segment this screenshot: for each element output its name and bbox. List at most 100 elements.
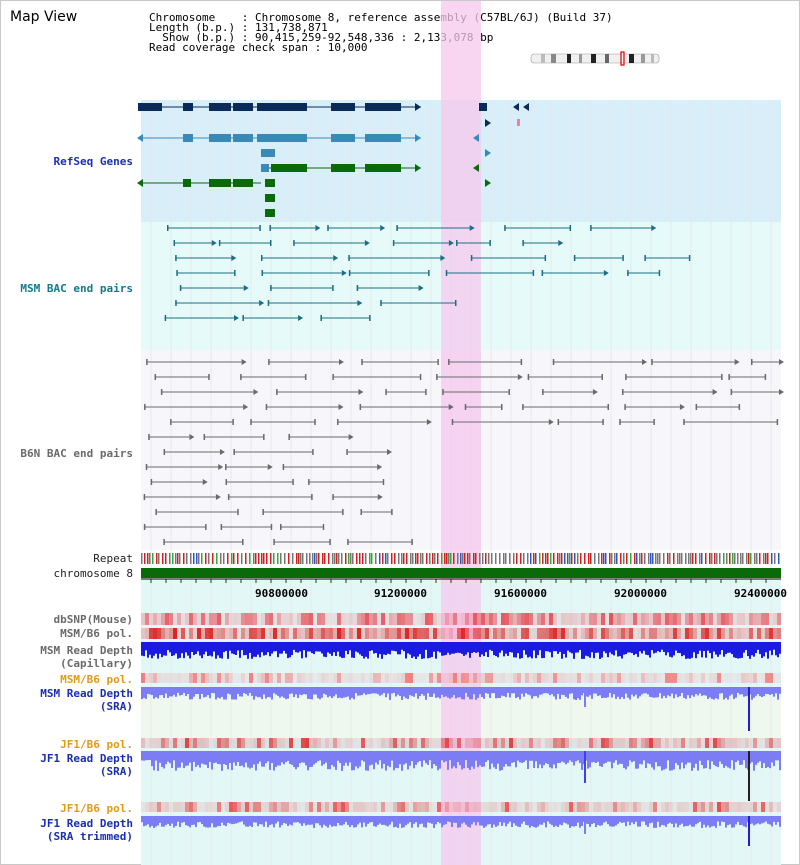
depth-bar <box>659 687 661 694</box>
heat-mark <box>409 613 413 625</box>
depth-bar <box>663 816 665 826</box>
ideogram-band <box>629 54 634 63</box>
depth-bar <box>621 642 623 659</box>
bac-end <box>292 479 294 485</box>
heat-mark <box>269 802 273 812</box>
heat-mark <box>561 738 565 748</box>
heat-mark <box>773 673 777 683</box>
depth-bar <box>331 687 333 699</box>
track-label-refseq[interactable]: RefSeq Genes <box>53 155 133 168</box>
repeat-mark <box>569 553 571 564</box>
depth-bar <box>261 816 263 825</box>
bac-end <box>764 374 767 380</box>
depth-bar <box>655 642 657 653</box>
depth-bar <box>259 816 261 825</box>
depth-bar <box>595 687 597 694</box>
heat-mark <box>377 613 381 625</box>
heat-mark <box>537 802 541 812</box>
depth-bar <box>503 687 505 697</box>
depth-bar <box>411 816 413 828</box>
track-label-msm-depth-sra: MSM Read Depth <box>40 687 133 700</box>
repeat-mark <box>567 553 569 564</box>
repeat-mark <box>716 553 718 564</box>
depth-bar <box>191 816 193 825</box>
track-label-b6n-bac[interactable]: B6N BAC end pairs <box>20 447 133 460</box>
repeat-mark <box>223 553 225 564</box>
heat-mark <box>713 628 717 639</box>
heat-mark <box>697 628 701 639</box>
heat-mark <box>557 673 561 683</box>
bac-end <box>520 359 523 365</box>
heat-mark <box>481 738 485 748</box>
heat-mark <box>261 613 265 625</box>
depth-bar <box>353 687 355 700</box>
depth-bar <box>413 751 415 769</box>
bac-end-arrow <box>233 315 239 321</box>
depth-bar <box>733 816 735 828</box>
heat-mark <box>141 613 145 625</box>
depth-bar <box>633 642 635 656</box>
repeat-mark <box>462 553 464 564</box>
depth-bar <box>167 642 169 651</box>
heat-mark <box>365 738 369 748</box>
depth-bar <box>681 687 683 693</box>
repeat-mark <box>332 553 334 564</box>
heat-mark <box>185 802 189 812</box>
heat-mark <box>325 738 329 748</box>
depth-bar <box>697 687 699 696</box>
depth-bar <box>399 751 401 765</box>
depth-bar <box>527 642 529 658</box>
heat-mark <box>673 738 677 748</box>
depth-bar <box>201 816 203 825</box>
depth-bar <box>237 642 239 651</box>
heat-mark <box>337 613 341 625</box>
axis-tick-label: 91600000 <box>494 587 547 600</box>
bac-end <box>428 270 430 276</box>
depth-bar <box>731 816 733 828</box>
heat-mark <box>609 613 613 625</box>
depth-bar <box>219 751 221 765</box>
depth-bar <box>365 816 367 827</box>
depth-bar <box>183 642 185 659</box>
bac-end <box>262 509 264 515</box>
heat-mark <box>745 673 749 683</box>
depth-bar <box>155 687 157 698</box>
depth-bar <box>157 687 159 699</box>
depth-bar <box>741 642 743 658</box>
heat-mark <box>225 628 229 639</box>
depth-bar <box>401 751 403 771</box>
depth-spike <box>584 816 586 834</box>
heat-mark <box>261 802 265 812</box>
depth-bar <box>215 642 217 659</box>
depth-bar <box>701 751 703 766</box>
depth-bar <box>587 751 589 769</box>
heat-mark <box>501 628 505 639</box>
heat-mark <box>721 673 725 683</box>
depth-bar <box>469 751 471 771</box>
depth-bar <box>713 642 715 652</box>
depth-bar <box>627 642 629 653</box>
depth-bar <box>661 642 663 650</box>
heat-mark <box>265 628 269 639</box>
gene-exon <box>331 164 355 172</box>
depth-bar <box>517 816 519 827</box>
depth-bar <box>321 816 323 828</box>
depth-bar <box>229 642 231 651</box>
heat-mark <box>681 802 685 812</box>
depth-bar <box>425 816 427 828</box>
depth-bar <box>277 751 279 766</box>
heat-mark <box>601 738 605 748</box>
repeat-mark <box>198 553 200 564</box>
heat-mark <box>753 738 757 748</box>
bac-end <box>150 479 153 485</box>
heat-mark <box>193 613 197 625</box>
heat-mark <box>261 673 265 683</box>
depth-bar <box>347 687 349 697</box>
depth-bar <box>341 687 343 699</box>
depth-bar <box>389 687 391 700</box>
depth-bar <box>251 687 253 696</box>
depth-bar <box>489 642 491 650</box>
depth-bar <box>495 816 497 827</box>
track-label-msm-bac[interactable]: MSM BAC end pairs <box>20 282 133 295</box>
